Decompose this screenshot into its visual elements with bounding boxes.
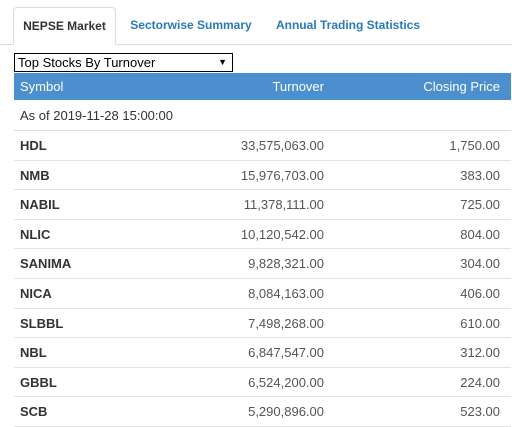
- stock-symbol: NABIL: [20, 197, 60, 213]
- table-row: SANIMA 9,828,321.00 304.00: [14, 249, 511, 279]
- as-of-row: As of 2019-11-28 15:00:00: [14, 101, 511, 131]
- stock-symbol: NICA: [20, 285, 52, 301]
- stock-turnover: 15,976,703.00: [240, 167, 324, 183]
- header-closing-price[interactable]: Closing Price: [423, 79, 500, 94]
- header-symbol[interactable]: Symbol: [20, 79, 64, 94]
- stock-turnover: 7,498,268.00: [248, 315, 324, 331]
- dropdown-arrow-icon: ▼: [218, 57, 227, 67]
- table-row: NBL 6,847,547.00 312.00: [14, 338, 511, 368]
- stock-closing-price: 725.00: [460, 197, 500, 213]
- stock-table-body: HDL 33,575,063.00 1,750.00 NMB 15,976,703.00…: [14, 131, 511, 427]
- stock-turnover: 11,378,111.00: [243, 197, 324, 213]
- table-row: NICA 8,084,163.00 406.00: [14, 279, 511, 309]
- stock-turnover: 8,084,163.00: [248, 285, 324, 301]
- table-row: SLBBL 7,498,268.00 610.00: [14, 309, 511, 339]
- stock-turnover: 33,575,063.00: [240, 138, 324, 153]
- stock-closing-price: 304.00: [460, 256, 500, 272]
- select-value: Top Stocks By Turnover: [18, 55, 156, 70]
- stock-symbol: SLBBL: [20, 315, 64, 331]
- stock-turnover: 9,828,321.00: [248, 256, 324, 272]
- stock-symbol: SCB: [20, 404, 48, 420]
- top-stocks-select[interactable]: Top Stocks By Turnover ▼: [14, 53, 233, 72]
- stock-closing-price: 1,750.00: [449, 138, 500, 153]
- table-row: NMB 15,976,703.00 383.00: [14, 161, 511, 191]
- stock-closing-price: 383.00: [460, 167, 500, 183]
- stock-closing-price: 224.00: [460, 374, 500, 390]
- stock-symbol: SANIMA: [20, 256, 72, 272]
- table-row: NABIL 11,378,111.00 725.00: [14, 190, 511, 220]
- stock-turnover: 5,290,896.00: [248, 404, 324, 420]
- stock-turnover: 6,847,547.00: [248, 345, 324, 361]
- stock-symbol: NLIC: [20, 226, 51, 242]
- stock-symbol: NMB: [20, 167, 50, 183]
- tab-nepse-market[interactable]: NEPSE Market: [13, 7, 116, 45]
- market-tabs: NEPSE Market Sectorwise Summary Annual T…: [0, 0, 512, 45]
- table-header: Symbol Turnover Closing Price: [14, 73, 511, 100]
- header-turnover[interactable]: Turnover: [272, 79, 324, 94]
- stock-turnover: 10,120,542.00: [240, 226, 324, 242]
- table-row: GBBL 6,524,200.00 224.00: [14, 368, 511, 398]
- table-row: SCB 5,290,896.00 523.00: [14, 397, 511, 427]
- stock-closing-price: 804.00: [460, 226, 500, 242]
- stock-symbol: GBBL: [20, 374, 57, 390]
- stock-turnover: 6,524,200.00: [248, 374, 324, 390]
- stock-closing-price: 406.00: [460, 285, 500, 301]
- table-row: NLIC 10,120,542.00 804.00: [14, 220, 511, 250]
- stock-closing-price: 523.00: [460, 404, 500, 420]
- tab-annual-trading-statistics[interactable]: Annual Trading Statistics: [275, 18, 421, 32]
- tab-sectorwise-summary[interactable]: Sectorwise Summary: [130, 18, 252, 32]
- table-row: HDL 33,575,063.00 1,750.00: [14, 131, 511, 161]
- stock-closing-price: 610.00: [460, 315, 500, 331]
- stock-closing-price: 312.00: [460, 345, 500, 361]
- stock-symbol: HDL: [20, 138, 47, 153]
- stock-symbol: NBL: [20, 345, 47, 361]
- as-of-timestamp: As of 2019-11-28 15:00:00: [20, 108, 173, 123]
